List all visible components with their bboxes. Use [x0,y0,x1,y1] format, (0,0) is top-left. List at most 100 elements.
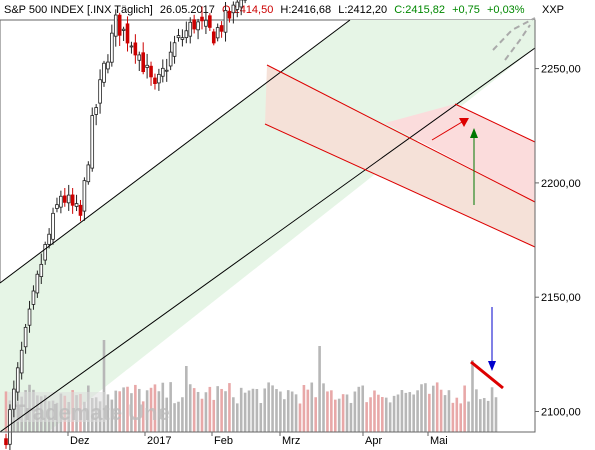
volume-bar [255,389,259,432]
volume-bar [435,382,439,432]
volume-bar [345,394,349,432]
candle-body [74,203,79,207]
red-arrow-head [459,118,469,127]
volume-bar [392,395,396,432]
candle-body [23,326,28,348]
volume-bar [326,391,329,432]
candle-body [39,263,44,278]
candle-body [63,195,67,203]
downtrend-channel-fill [265,65,535,247]
volume-bar [130,393,133,432]
red-arrow-shaft [431,121,463,141]
x-tick-label: Apr [365,435,382,447]
x-tick-label: Feb [214,435,233,447]
candle-body [137,54,142,61]
volume-bar [188,384,192,432]
candle-body [211,31,216,44]
volume-bar [102,340,106,432]
x-tick-label: Mrz [282,435,300,447]
candle-body [8,409,12,445]
projection-alt [504,24,531,61]
volume-bar [494,397,498,432]
x-tick-label: 2017 [147,435,171,447]
volume-bar [482,398,486,432]
volume-bar [216,386,219,432]
volume-bar [4,391,8,432]
volume-bar [377,394,380,432]
volume-bar [388,402,392,432]
volume-bar [353,391,357,432]
volume-bar [173,403,176,432]
volume-bar [212,399,216,432]
volume-bar [314,397,317,432]
volume-bar [341,394,345,432]
candle-body [86,164,91,183]
candle-body [59,195,63,208]
volume-bar [153,384,157,432]
volume-bar [243,392,247,432]
volume-bar [357,386,361,432]
candle-body [15,367,20,393]
x-tick-label: Mai [430,435,448,447]
volume-bar [408,392,412,432]
candle-body [145,64,149,68]
volume-bar [134,384,137,432]
watermark-text: Trademate Une [12,400,170,425]
volume-bar [251,388,255,432]
candle-body [78,204,83,216]
volume-bar [220,388,223,432]
volume-bar [369,397,372,432]
volume-bar [451,402,455,432]
uptrend-lower-line [0,47,536,433]
volume-bar [126,386,129,432]
volume-bar [416,390,419,432]
volume-bar [122,387,125,432]
candle-body [133,42,138,56]
volume-bar [286,390,290,432]
candle-body [129,45,134,48]
candle-body [35,273,40,294]
volume-bar [318,346,321,432]
volume-bar [294,394,298,432]
candle-body [47,233,51,245]
volume-trend-line [470,360,504,390]
downtrend-mid-line [454,103,536,143]
candle-body [31,290,36,305]
volume-bar [400,390,404,432]
candle-body [204,19,208,27]
volume-bar [149,387,153,432]
candle-body [153,77,157,84]
candle-body [188,21,193,37]
blue-arrow-head [488,361,496,371]
volume-bar [181,397,184,432]
volume-bar [157,391,161,432]
volume-bar [192,388,196,432]
volume-bar [137,388,141,432]
candle-body [172,42,177,57]
candle-body [200,16,204,22]
candle-body [176,35,181,39]
volume-bar [204,392,208,432]
y-tick-label: 2100,00 [541,407,581,419]
volume-bar [443,395,447,432]
low-value: L:2412,20 [338,4,388,16]
close-value: C:2415,82 [394,4,445,16]
volume-bar [177,401,180,432]
candle-body [43,244,47,261]
volume-bar [165,397,169,432]
volume-bar [365,402,368,432]
candle-body [168,51,173,67]
volume-bar [283,399,286,432]
volume-bar [333,399,337,432]
candle-body [12,388,16,410]
volume-bar [298,403,302,432]
volume-bar [279,391,282,432]
high-value: H:2416,68 [280,4,332,16]
change-percent: +0,03% [486,4,525,16]
candle-body [164,69,169,72]
volume-bar [208,386,212,432]
candle-body [94,107,98,115]
candle-body [106,61,110,70]
volume-bar [169,382,172,432]
